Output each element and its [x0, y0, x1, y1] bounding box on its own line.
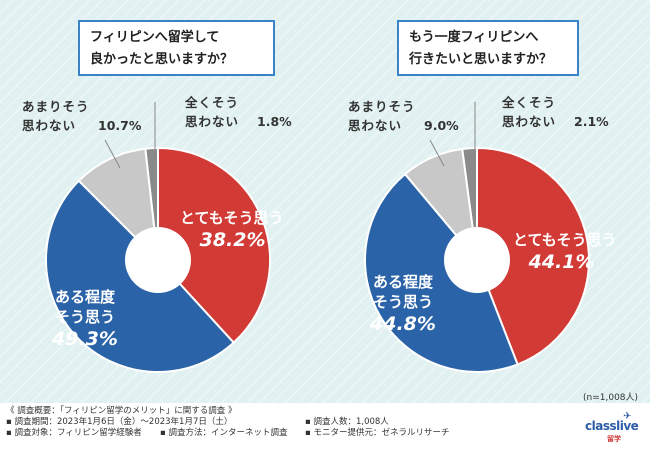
question-box-2: もう一度フィリピンへ 行きたいと思いますか？	[397, 20, 579, 76]
logo-wordmark: classlive	[585, 419, 639, 433]
chart2-pct-very: 44.1%	[528, 251, 595, 273]
chart2-label-not-much: あまりそう 思わない	[348, 97, 416, 135]
footer-period: ▪ 調査期間：2023年1月6日（金）～2023年1月7日（土）	[6, 417, 233, 427]
chart2-pct-not-much: 9.0%	[424, 118, 459, 133]
chart1-pct-somewhat: 49.3%	[52, 328, 118, 350]
survey-footer: 《 調査概要：「フィリピン留学のメリット」に関する調査 》 ▪ 調査期間：202…	[0, 403, 650, 450]
footer-target: ▪ 調査対象：フィリピン留学経験者	[6, 428, 142, 438]
footer-provider: ▪ モニター提供元：ゼネラルリサーチ	[305, 428, 450, 438]
donut-chart-2	[364, 146, 590, 373]
question-box-1: フィリピンへ留学して 良かったと思いますか？	[78, 20, 275, 76]
chart1-label-not-much-line2: 思わない	[22, 118, 77, 133]
chart2-slice-somewhat	[364, 172, 519, 373]
question-2-line-2: 行きたいと思いますか？	[409, 52, 553, 67]
classlive-logo: classlive 留学 ✈	[585, 411, 641, 443]
footer-overview: 《 調査概要：「フィリピン留学のメリット」に関する調査 》	[6, 406, 237, 416]
chart2-label-somewhat: ある程度 そう思う 44.8%	[370, 272, 436, 336]
chart1-label-very-text: とてもそう思う	[180, 209, 284, 227]
donut-chart-1	[45, 146, 271, 373]
chart1-label-not-at-all: 全くそう 思わない	[185, 93, 239, 131]
chart2-label-not-at-all: 全くそう 思わない	[502, 93, 556, 131]
chart2-label-somewhat-line2: そう思う	[372, 293, 433, 311]
airplane-icon: ✈	[623, 411, 632, 422]
chart2-pct-not-at-all: 2.1%	[574, 114, 609, 129]
chart1-pct-not-much: 10.7%	[98, 118, 142, 133]
respondents-note: (n=1,008人)	[583, 393, 639, 403]
chart1-label-very: とてもそう思う 38.2%	[180, 208, 284, 252]
question-1-line-2: 良かったと思いますか？	[90, 52, 234, 67]
chart2-label-very-text: とてもそう思う	[513, 231, 617, 249]
chart2-pct-somewhat: 44.8%	[370, 313, 436, 335]
chart1-label-somewhat-line2: そう思う	[54, 308, 115, 326]
chart1-label-somewhat: ある程度 そう思う 49.3%	[52, 287, 118, 351]
logo-subtext: 留学	[607, 435, 621, 443]
chart2-center-hole	[444, 227, 510, 293]
chart1-slice-very	[157, 146, 271, 345]
chart2-label-not-at-all-line2: 思わない	[502, 114, 557, 129]
question-1-line-1: フィリピンへ留学して	[90, 30, 220, 45]
leader-line-1-not-much	[104, 139, 121, 169]
footer-method: ▪ 調査方法：インターネット調査	[160, 428, 288, 438]
chart1-label-not-much-line1: あまりそう	[22, 99, 90, 114]
chart1-slice-not_much	[77, 147, 160, 263]
chart1-label-not-at-all-line2: 思わない	[185, 114, 240, 129]
chart2-label-very: とてもそう思う 44.1%	[513, 230, 617, 274]
chart1-label-somewhat-line1: ある程度	[54, 288, 115, 306]
footer-count: ▪ 調査人数：1,008人	[305, 417, 389, 427]
chart1-pct-not-at-all: 1.8%	[257, 114, 292, 129]
chart1-center-hole	[125, 227, 191, 293]
chart1-label-not-much: あまりそう 思わない	[22, 97, 90, 135]
leader-line-2-not-much	[429, 139, 445, 167]
chart2-label-not-at-all-line1: 全くそう	[502, 95, 557, 110]
chart2-label-somewhat-line1: ある程度	[372, 273, 433, 291]
chart2-slice-very	[476, 146, 590, 366]
question-2-line-1: もう一度フィリピンへ	[409, 30, 539, 45]
chart1-label-not-at-all-line1: 全くそう	[185, 95, 240, 110]
chart1-pct-very: 38.2%	[199, 229, 266, 251]
chart2-label-not-much-line2: 思わない	[348, 118, 403, 133]
chart2-label-not-much-line1: あまりそう	[348, 99, 416, 114]
